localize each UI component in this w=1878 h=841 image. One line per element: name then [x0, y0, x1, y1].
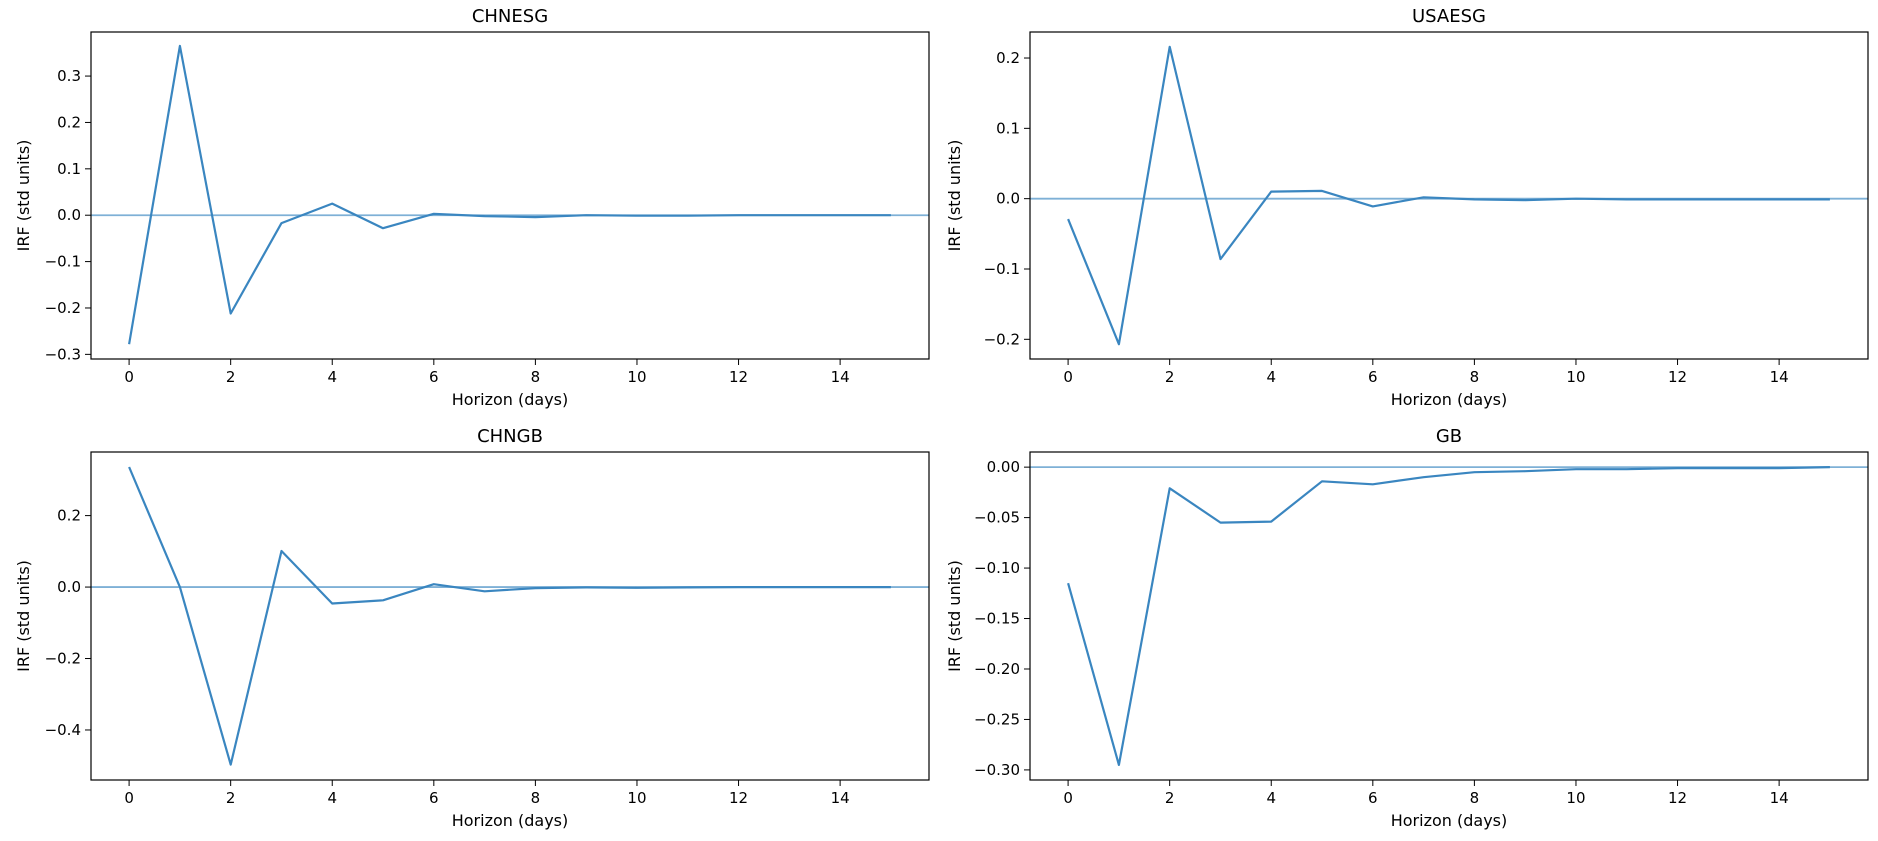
x-tick-label: 0 — [1063, 368, 1073, 386]
x-tick-label: 10 — [1566, 789, 1585, 807]
x-tick-label: 2 — [226, 789, 236, 807]
y-tick-label: 0.0 — [996, 190, 1020, 208]
x-tick-label: 0 — [1063, 789, 1073, 807]
axes-frame — [1029, 451, 1869, 781]
x-tick-label: 14 — [1770, 368, 1789, 386]
y-tick-label: 0.0 — [57, 578, 81, 596]
irf-line — [1067, 466, 1830, 767]
y-tick-label: −0.3 — [45, 345, 81, 363]
y-tick-label: 0.1 — [57, 160, 81, 178]
x-axis-label: Horizon (days) — [452, 390, 569, 409]
x-tick-label: 12 — [729, 789, 748, 807]
x-tick-label: 4 — [327, 789, 337, 807]
x-tick-label: 12 — [1668, 368, 1687, 386]
y-tick-label: −0.4 — [45, 721, 81, 739]
panel-gb: GB 0 2 4 6 8 10 12 14 −0.30 −0.25 −0.20 −0.15 −0.10 −0… — [945, 426, 1869, 830]
x-tick-label: 14 — [1770, 789, 1789, 807]
irf-line — [128, 44, 891, 345]
x-tick-label: 6 — [429, 368, 439, 386]
x-tick-label: 6 — [1368, 368, 1378, 386]
x-tick-label: 2 — [1165, 789, 1175, 807]
x-tick-label: 12 — [729, 368, 748, 386]
panel-chnesg: CHNESG 0 2 4 6 8 10 12 14 −0.3 −0.2 −0.1 0.0 0.1 0.2 0.… — [14, 6, 930, 409]
panel-title: CHNGB — [477, 426, 543, 447]
x-tick-label: 0 — [124, 368, 134, 386]
x-tick-label: 10 — [1566, 368, 1585, 386]
y-tick-label: −0.2 — [984, 330, 1020, 348]
y-axis-label: IRF (std units) — [945, 560, 964, 672]
irf-line — [1067, 45, 1830, 346]
panel-title: CHNESG — [472, 6, 548, 27]
y-axis-label: IRF (std units) — [14, 140, 33, 252]
x-tick-label: 8 — [531, 368, 541, 386]
y-tick-label: −0.2 — [45, 299, 81, 317]
x-tick-label: 8 — [531, 789, 541, 807]
x-axis-label: Horizon (days) — [1391, 811, 1508, 830]
axes-frame — [90, 451, 930, 781]
y-tick-label: −0.15 — [974, 610, 1020, 628]
x-tick-label: 2 — [226, 368, 236, 386]
x-tick-label: 8 — [1470, 789, 1480, 807]
y-tick-label: −0.1 — [45, 253, 81, 271]
panel-title: GB — [1436, 426, 1462, 447]
x-axis-label: Horizon (days) — [452, 811, 569, 830]
x-tick-label: 10 — [627, 789, 646, 807]
x-tick-label: 4 — [327, 368, 337, 386]
axes-frame — [1029, 31, 1869, 360]
x-tick-label: 14 — [831, 789, 850, 807]
y-tick-label: 0.2 — [996, 49, 1020, 67]
y-tick-label: −0.30 — [974, 761, 1020, 779]
y-tick-label: 0.00 — [987, 458, 1020, 476]
y-axis-label: IRF (std units) — [14, 560, 33, 672]
y-tick-label: −0.2 — [45, 650, 81, 668]
x-tick-label: 0 — [124, 789, 134, 807]
y-tick-label: −0.1 — [984, 260, 1020, 278]
x-tick-label: 2 — [1165, 368, 1175, 386]
y-tick-label: −0.10 — [974, 559, 1020, 577]
x-tick-label: 14 — [831, 368, 850, 386]
x-tick-label: 6 — [429, 789, 439, 807]
y-axis-label: IRF (std units) — [945, 140, 964, 252]
panel-chngb: CHNGB 0 2 4 6 8 10 12 14 −0.4 −0.2 0.0 0.2 Horizon (d… — [14, 426, 930, 830]
y-tick-label: −0.05 — [974, 509, 1020, 527]
x-tick-label: 8 — [1470, 368, 1480, 386]
y-tick-label: 0.1 — [996, 119, 1020, 137]
y-tick-label: 0.2 — [57, 507, 81, 525]
panel-usaesg: USAESG 0 2 4 6 8 10 12 14 −0.2 −0.1 0.0 0.1 0.2 Horizo… — [945, 6, 1869, 409]
y-tick-label: 0.0 — [57, 206, 81, 224]
x-tick-label: 4 — [1266, 368, 1276, 386]
irf-line — [128, 466, 891, 766]
x-tick-label: 10 — [627, 368, 646, 386]
y-tick-label: 0.2 — [57, 113, 81, 131]
x-tick-label: 4 — [1266, 789, 1276, 807]
axes-frame — [90, 31, 930, 360]
y-tick-label: 0.3 — [57, 67, 81, 85]
x-tick-label: 12 — [1668, 789, 1687, 807]
panel-title: USAESG — [1412, 6, 1486, 27]
x-axis-label: Horizon (days) — [1391, 390, 1508, 409]
y-tick-label: −0.25 — [974, 710, 1020, 728]
x-tick-label: 6 — [1368, 789, 1378, 807]
y-tick-label: −0.20 — [974, 660, 1020, 678]
